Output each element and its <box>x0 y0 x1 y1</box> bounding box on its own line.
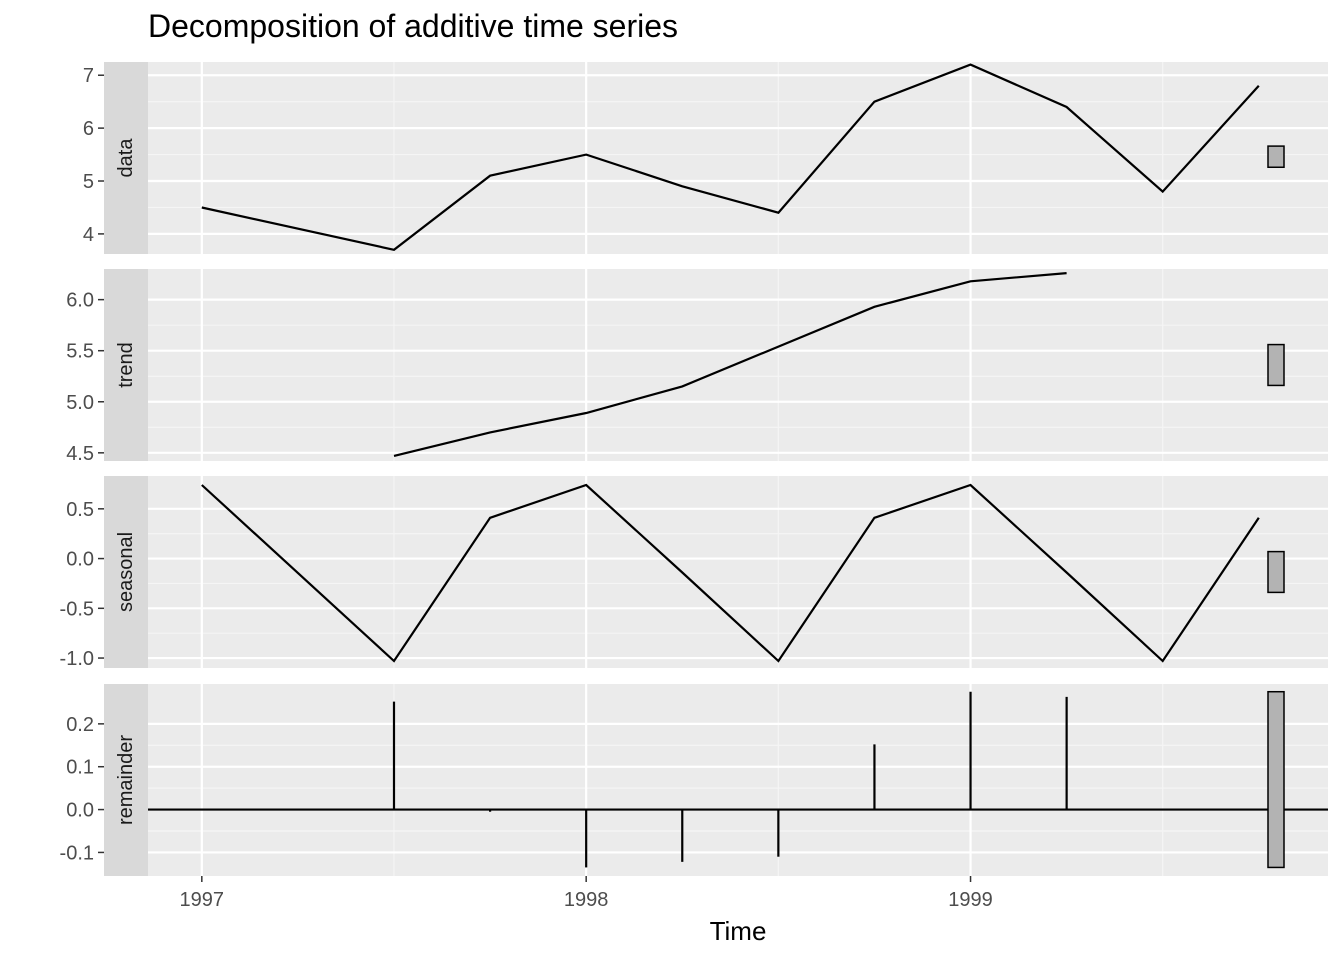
panel-background-data <box>148 62 1328 254</box>
facet-label-remainder: remainder <box>115 735 137 825</box>
range-bar-seasonal <box>1267 550 1285 594</box>
chart-title: Decomposition of additive time series <box>148 8 679 44</box>
x-tick-label: 1997 <box>180 889 225 911</box>
y-tick-label-seasonal: -0.5 <box>60 598 94 620</box>
y-tick-label-data: 6 <box>83 118 94 140</box>
y-tick-label-seasonal: 0.0 <box>66 549 94 571</box>
range-bar-remainder <box>1267 690 1285 869</box>
y-tick-label-remainder: 0.0 <box>66 800 94 822</box>
facet-strip-data <box>104 62 148 254</box>
y-tick-label-trend: 5.5 <box>66 341 94 363</box>
y-tick-label-remainder: 0.1 <box>66 757 94 779</box>
x-tick-label: 1999 <box>948 889 993 911</box>
series-line-seasonal <box>201 483 1260 663</box>
series-line-trend <box>393 272 1067 457</box>
x-axis-title: Time <box>710 916 767 946</box>
y-tick-label-remainder: -0.1 <box>60 842 94 864</box>
y-tick-label-trend: 4.5 <box>66 443 94 465</box>
y-tick-label-data: 7 <box>83 65 94 87</box>
y-tick-label-remainder: 0.2 <box>66 714 94 736</box>
y-tick-label-seasonal: -1.0 <box>60 648 94 670</box>
facet-label-trend: trend <box>115 342 137 388</box>
facet-strip-trend <box>104 269 148 461</box>
facet-label-seasonal: seasonal <box>115 532 137 612</box>
y-tick-label-trend: 5.0 <box>66 392 94 414</box>
panel-background-remainder <box>148 684 1328 876</box>
facet-strip-remainder <box>104 684 148 876</box>
panel-background-trend <box>148 269 1328 461</box>
x-tick-label: 1998 <box>564 889 609 911</box>
series-line-data <box>201 63 1260 251</box>
facet-label-data: data <box>115 138 137 178</box>
y-tick-label-trend: 6.0 <box>66 290 94 312</box>
y-tick-label-seasonal: 0.5 <box>66 499 94 521</box>
range-bar-data <box>1267 145 1285 169</box>
panel-background-seasonal <box>148 476 1328 668</box>
y-tick-label-data: 4 <box>83 224 94 246</box>
y-tick-label-data: 5 <box>83 171 94 193</box>
range-bar-trend <box>1267 343 1285 387</box>
facet-strip-seasonal <box>104 476 148 668</box>
